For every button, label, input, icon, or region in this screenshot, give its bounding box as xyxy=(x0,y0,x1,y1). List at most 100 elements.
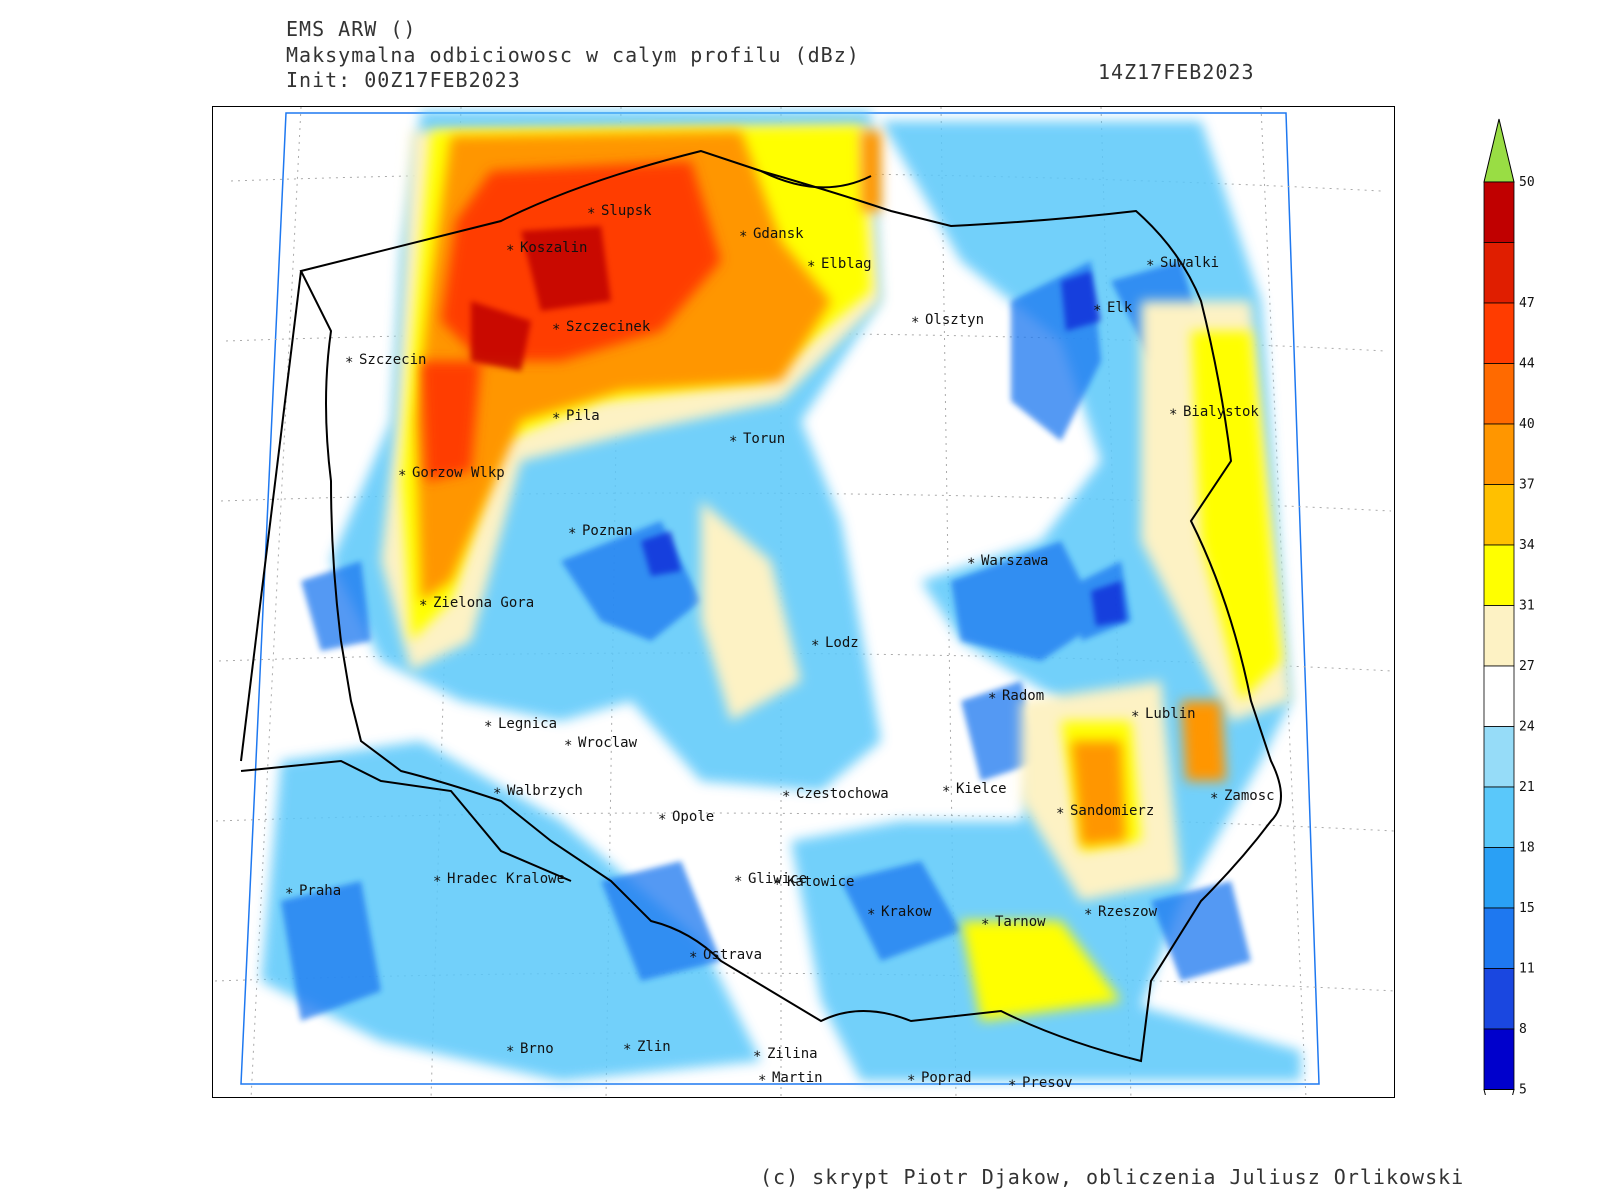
colorbar-tick-label: 27 xyxy=(1519,659,1535,674)
city-label: Zielona Gora xyxy=(433,595,534,611)
city-marker-icon: * xyxy=(419,598,427,614)
city-marker-icon: * xyxy=(782,789,790,805)
city-wroclaw: * Wroclaw xyxy=(564,735,638,754)
map-frame: * Slupsk * Gdansk * Koszalin * Elblag * Suwalki * E… xyxy=(212,106,1395,1098)
city-marker-icon: * xyxy=(1056,806,1064,822)
city-label: Opole xyxy=(672,809,714,825)
city-marker-icon: * xyxy=(285,886,293,902)
city-legnica: * Legnica xyxy=(484,716,557,735)
city-label: Katowice xyxy=(787,874,854,890)
city-praha: * Praha xyxy=(285,883,341,902)
city-marker-icon: * xyxy=(1169,407,1177,423)
city-lublin: * Lublin xyxy=(1131,706,1196,725)
colorbar-tick-label: 11 xyxy=(1519,962,1535,977)
city-ostrava: * Ostrava xyxy=(689,947,762,966)
colorbar-tick-label: 18 xyxy=(1519,841,1535,856)
city-marker-icon: * xyxy=(807,259,815,275)
city-label: Gorzow Wlkp xyxy=(412,465,505,481)
city-label: Wroclaw xyxy=(578,735,638,751)
colorbar-swatch xyxy=(1483,847,1515,909)
city-marker-icon: * xyxy=(907,1073,915,1089)
city-marker-icon: * xyxy=(739,229,747,245)
city-hradec-kralowe: * Hradec Kralowe xyxy=(433,871,565,890)
city-label: Sandomierz xyxy=(1070,803,1154,819)
city-marker-icon: * xyxy=(988,691,996,707)
city-lodz: * Lodz xyxy=(811,635,859,654)
city-marker-icon: * xyxy=(433,874,441,890)
colorbar-tick-label: 21 xyxy=(1519,780,1535,795)
city-gorzow-wlkp: * Gorzow Wlkp xyxy=(398,465,505,484)
country-borders xyxy=(240,149,1282,1063)
city-label: Praha xyxy=(299,883,341,899)
city-marker-icon: * xyxy=(484,719,492,735)
colorbar-tick-label: 5 xyxy=(1519,1083,1527,1096)
city-zlin: * Zlin xyxy=(623,1039,671,1058)
city-label: Tarnow xyxy=(995,914,1046,930)
city-label: Lublin xyxy=(1145,706,1196,722)
city-marker-icon: * xyxy=(398,468,406,484)
city-marker-icon: * xyxy=(552,322,560,338)
city-martin: * Martin xyxy=(758,1070,823,1089)
city-marker-icon: * xyxy=(1146,258,1154,274)
model-title: EMS ARW () xyxy=(286,17,417,41)
city-label: Warszawa xyxy=(981,553,1048,569)
colorbar-swatch xyxy=(1483,665,1515,727)
colorbar-swatch xyxy=(1483,726,1515,788)
city-marker-icon: * xyxy=(658,812,666,828)
city-label: Czestochowa xyxy=(796,786,889,802)
city-layer: * Slupsk * Gdansk * Koszalin * Elblag * Suwalki * E… xyxy=(285,203,1275,1098)
city-label: Koszalin xyxy=(520,240,587,256)
colorbar-swatch xyxy=(1483,605,1515,667)
reflectivity-blue xyxy=(281,261,1251,1021)
colorbar-swatch xyxy=(1483,181,1515,243)
colorbar-tick-label: 50 xyxy=(1519,175,1535,190)
colorbar-under-arrow xyxy=(1483,1089,1515,1095)
city-label: Elk xyxy=(1107,300,1133,316)
city-label: Martin xyxy=(772,1070,823,1086)
city-olsztyn: * Olsztyn xyxy=(911,312,984,331)
city-label: Bialystok xyxy=(1183,404,1259,420)
colorbar-swatch xyxy=(1483,484,1515,546)
city-poznan: * Poznan xyxy=(568,523,633,542)
city-marker-icon: * xyxy=(587,206,595,222)
city-marker-icon: * xyxy=(981,917,989,933)
city-label: Kielce xyxy=(956,781,1007,797)
colorbar-swatch xyxy=(1483,242,1515,304)
city-poprad: * Poprad xyxy=(907,1070,972,1089)
city-warszawa: * Warszawa xyxy=(967,553,1048,572)
colorbar-swatch xyxy=(1483,907,1515,969)
colorbar-tick-label: 24 xyxy=(1519,720,1535,735)
city-slupsk: * Slupsk xyxy=(587,203,652,222)
city-marker-icon: * xyxy=(1008,1078,1016,1094)
reflectivity-dark-red xyxy=(471,226,611,371)
colorbar-swatch xyxy=(1483,544,1515,606)
city-walbrzych: * Walbrzych xyxy=(493,783,583,802)
city-marker-icon: * xyxy=(564,738,572,754)
colorbar-tick-label: 47 xyxy=(1519,296,1535,311)
city-label: Szczecin xyxy=(359,352,426,368)
valid-time: 14Z17FEB2023 xyxy=(1098,60,1255,84)
city-marker-icon: * xyxy=(506,1044,514,1060)
city-label: Olsztyn xyxy=(925,312,984,328)
city-label: Trencin xyxy=(677,1097,736,1098)
city-brno: * Brno xyxy=(506,1041,554,1060)
city-presov: * Presov xyxy=(1008,1075,1073,1094)
city-label: Presov xyxy=(1022,1075,1073,1091)
city-czestochowa: * Czestochowa xyxy=(782,786,889,805)
city-tarnow: * Tarnow xyxy=(981,914,1046,933)
init-time: Init: 00Z17FEB2023 xyxy=(286,68,521,92)
colorbar-over-arrow xyxy=(1483,118,1515,183)
city-suwalki: * Suwalki xyxy=(1146,255,1219,274)
city-label: Rzeszow xyxy=(1098,904,1158,920)
city-marker-icon: * xyxy=(552,411,560,427)
city-label: Ostrava xyxy=(703,947,762,963)
city-marker-icon: * xyxy=(623,1042,631,1058)
city-label: Legnica xyxy=(498,716,557,732)
colorbar-swatch xyxy=(1483,302,1515,364)
colorbar-swatch xyxy=(1483,363,1515,425)
field-title: Maksymalna odbiciowosc w calym profilu (… xyxy=(286,43,860,67)
city-trencin: *Trencin xyxy=(663,1097,736,1098)
city-label: Suwalki xyxy=(1160,255,1219,271)
colorbar-tick-label: 37 xyxy=(1519,478,1535,493)
colorbar-swatch xyxy=(1483,968,1515,1030)
